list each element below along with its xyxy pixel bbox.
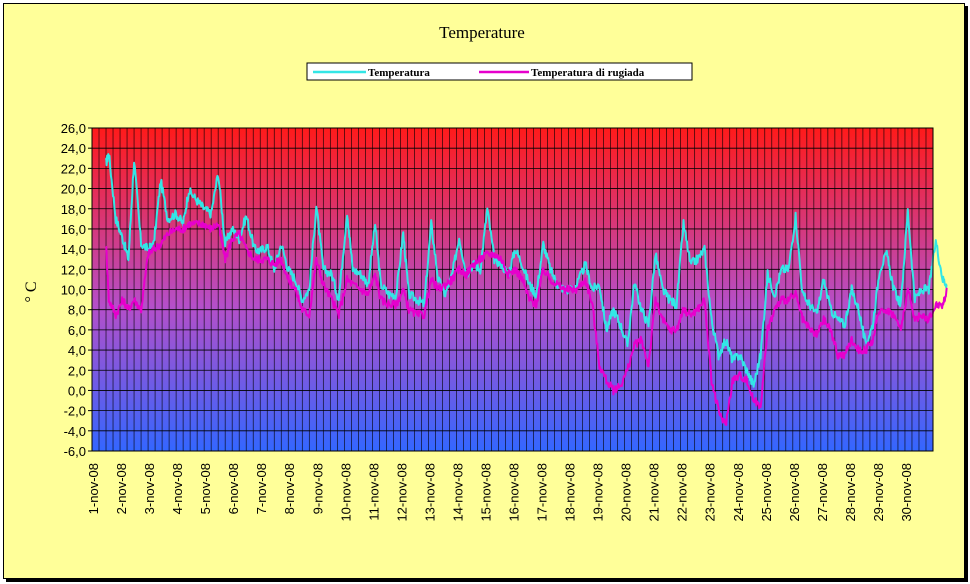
series-layer bbox=[105, 153, 948, 426]
chart-container: Temperature Temperatura Temperatura di r… bbox=[3, 3, 965, 579]
legend-label-temperatura: Temperatura bbox=[368, 67, 430, 79]
x-tick-label: 1-nov-08 bbox=[86, 463, 101, 514]
y-tick-label: 6,0 bbox=[68, 323, 86, 338]
x-tick-label: 19-nov-08 bbox=[591, 463, 606, 522]
y-tick-label: 18,0 bbox=[61, 202, 86, 217]
x-tick-label: 14-nov-08 bbox=[450, 463, 465, 522]
grid-lines bbox=[91, 127, 934, 452]
y-tick-label: 8,0 bbox=[68, 303, 86, 318]
x-tick-label: 23-nov-08 bbox=[703, 463, 718, 522]
x-axis-ticks: 1-nov-08 2-nov-08 3-nov-08 4-nov-08 5-nov-08… bbox=[86, 463, 914, 522]
x-tick-label: 22-nov-08 bbox=[675, 463, 690, 522]
x-tick-label: 16-nov-08 bbox=[507, 463, 522, 522]
x-tick-label: 29-nov-08 bbox=[871, 463, 886, 522]
y-tick-label: 4,0 bbox=[68, 343, 86, 358]
x-tick-label: 17-nov-08 bbox=[535, 463, 550, 522]
y-tick-label: 10,0 bbox=[61, 283, 86, 298]
y-tick-label: -2,0 bbox=[64, 404, 86, 419]
chart-title: Temperature bbox=[439, 23, 525, 42]
x-tick-label: 9-nov-08 bbox=[310, 463, 325, 514]
x-tick-label: 26-nov-08 bbox=[787, 463, 802, 522]
x-tick-label: 20-nov-08 bbox=[619, 463, 634, 522]
x-tick-label: 30-nov-08 bbox=[899, 463, 914, 522]
y-axis-label: ° C bbox=[23, 281, 40, 302]
x-tick-label: 12-nov-08 bbox=[394, 463, 409, 522]
x-tick-label: 8-nov-08 bbox=[282, 463, 297, 514]
x-tick-label: 10-nov-08 bbox=[338, 463, 353, 522]
y-tick-label: 0,0 bbox=[68, 383, 86, 398]
x-tick-label: 3-nov-08 bbox=[142, 463, 157, 514]
x-tick-label: 21-nov-08 bbox=[647, 463, 662, 522]
series-line-rugiada bbox=[105, 219, 948, 426]
x-tick-label: 13-nov-08 bbox=[422, 463, 437, 522]
y-axis-ticks: 26,0 24,0 22,0 20,0 18,0 16,0 14,0 12,0 10,0 8,0 6… bbox=[61, 121, 92, 459]
x-tick-label: 5-nov-08 bbox=[198, 463, 213, 514]
x-tick-label: 28-nov-08 bbox=[843, 463, 858, 522]
y-tick-label: 26,0 bbox=[61, 121, 86, 136]
x-tick-label: 24-nov-08 bbox=[731, 463, 746, 522]
x-tick-label: 15-nov-08 bbox=[478, 463, 493, 522]
x-tick-label: 25-nov-08 bbox=[759, 463, 774, 522]
y-tick-label: 2,0 bbox=[68, 363, 86, 378]
y-tick-label: -6,0 bbox=[64, 444, 86, 459]
x-tick-label: 6-nov-08 bbox=[226, 463, 241, 514]
temperature-chart: Temperature Temperatura Temperatura di r… bbox=[23, 23, 948, 522]
y-tick-label: 20,0 bbox=[61, 182, 86, 197]
y-tick-label: 16,0 bbox=[61, 222, 86, 237]
x-tick-label: 27-nov-08 bbox=[815, 463, 830, 522]
y-tick-label: 22,0 bbox=[61, 161, 86, 176]
legend-label-rugiada: Temperatura di rugiada bbox=[531, 67, 645, 79]
x-tick-label: 11-nov-08 bbox=[366, 463, 381, 521]
x-tick-label: 7-nov-08 bbox=[254, 463, 269, 514]
x-tick-label: 2-nov-08 bbox=[114, 463, 129, 514]
x-tick-label: 4-nov-08 bbox=[170, 463, 185, 514]
y-tick-label: 14,0 bbox=[61, 242, 86, 257]
chart-legend: Temperatura Temperatura di rugiada bbox=[306, 62, 693, 81]
y-tick-label: 12,0 bbox=[61, 262, 86, 277]
x-tick-label: 18-nov-08 bbox=[563, 463, 578, 522]
y-tick-label: 24,0 bbox=[61, 141, 86, 156]
y-tick-label: -4,0 bbox=[64, 424, 86, 439]
